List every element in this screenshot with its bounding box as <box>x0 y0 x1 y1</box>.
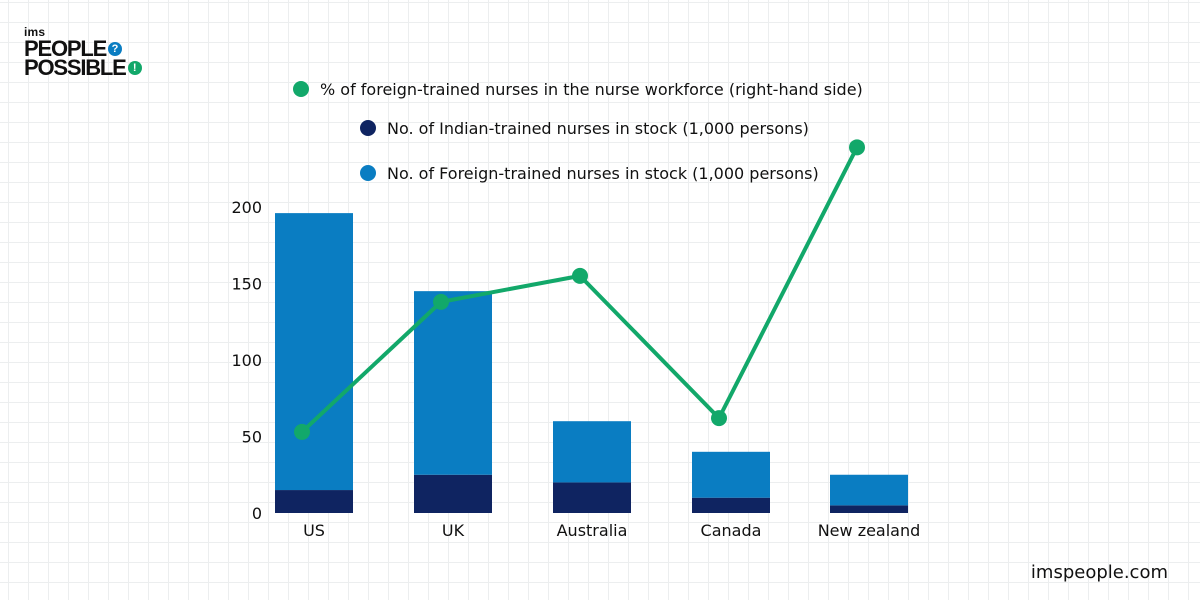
line-point-canada <box>711 410 727 427</box>
bar-australia-indian-trained <box>553 482 631 513</box>
y-tick-label-50: 50 <box>242 428 262 447</box>
line-point-new-zealand <box>849 139 865 156</box>
legend-label-foreign-trained: No. of Foreign-trained nurses in stock (… <box>387 164 819 183</box>
line-point-uk <box>433 293 449 310</box>
x-tick-label-us: US <box>303 521 325 540</box>
y-tick-label-100: 100 <box>231 351 262 370</box>
bar-canada-indian-trained <box>692 497 770 513</box>
website-url: imspeople.com <box>1030 562 1168 583</box>
bar-new-zealand-indian-trained <box>830 505 908 513</box>
y-tick-label-200: 200 <box>231 198 262 217</box>
bar-new-zealand-foreign-trained <box>830 474 908 506</box>
bar-uk-foreign-trained <box>414 291 492 475</box>
legend-marker-foreign-trained <box>360 165 376 181</box>
logo-possible-text: POSSIBLE <box>24 54 127 80</box>
legend-marker-indian-trained <box>360 120 376 136</box>
bar-australia-foreign-trained <box>553 421 631 483</box>
logo-line-possible: POSSIBLE ! <box>24 54 142 80</box>
legend-label-indian-trained: No. of Indian-trained nurses in stock (1… <box>387 119 809 138</box>
line-point-australia <box>572 267 588 284</box>
y-tick-label-0: 0 <box>252 504 262 523</box>
y-tick-label-150: 150 <box>231 275 262 294</box>
bar-uk-indian-trained <box>414 474 492 513</box>
logo-people-text: PEOPLE <box>24 35 107 61</box>
bar-us-indian-trained <box>275 490 353 513</box>
legend-label-foreign-share: % of foreign-trained nurses in the nurse… <box>320 80 863 99</box>
x-tick-label-new-zealand: New zealand <box>818 521 921 540</box>
exclamation-mark-icon: ! <box>127 60 142 75</box>
logo-line-people: PEOPLE ? <box>24 35 142 61</box>
x-tick-label-uk: UK <box>442 521 465 540</box>
question-mark-icon: ? <box>108 41 123 56</box>
ims-people-possible-logo: ims PEOPLE ? POSSIBLE ! <box>24 25 142 80</box>
bar-canada-foreign-trained <box>692 451 770 498</box>
legend-marker-foreign-share <box>293 81 309 97</box>
x-tick-label-canada: Canada <box>701 521 762 540</box>
bar-us-foreign-trained <box>275 213 353 491</box>
line-foreign-trained-share <box>300 146 859 434</box>
x-tick-label-australia: Australia <box>557 521 628 540</box>
logo-ims-text: ims <box>24 25 46 39</box>
line-point-us <box>294 423 310 440</box>
